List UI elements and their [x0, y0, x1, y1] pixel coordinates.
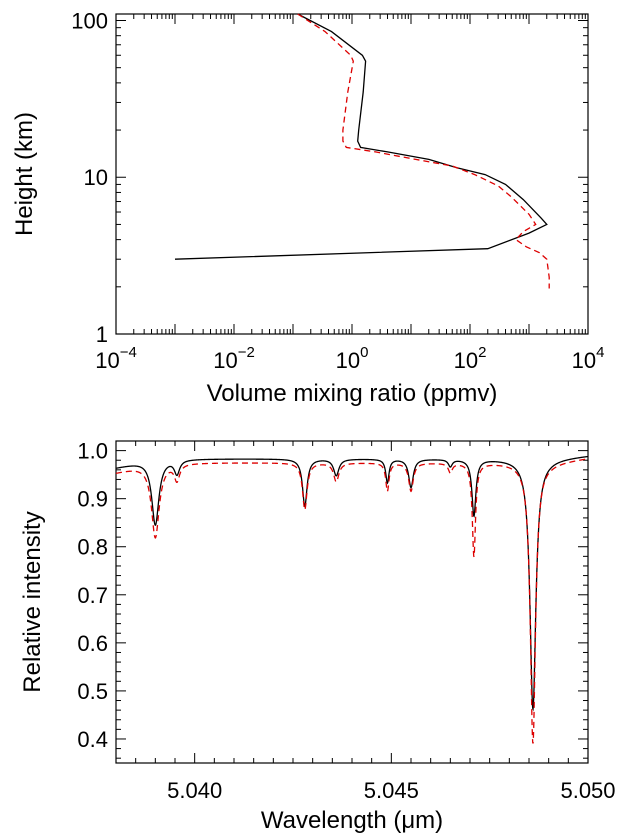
chart2-ticks: [115, 440, 589, 763]
x-tick-label-base: 10: [572, 348, 596, 373]
x-tick-label: 10−4: [95, 344, 137, 373]
y-tick-label: 0.8: [77, 535, 108, 560]
spectrum-chart: 5.040 5.045 5.050 0.4 0.5 0.6 0.7 0.8 0.9 1.0 Wa…: [19, 439, 616, 834]
x-tick-label: 102: [454, 344, 487, 373]
x-tick-label: 104: [572, 344, 605, 373]
x-tick-label-base: 10: [213, 348, 237, 373]
x-tick-label: 100: [336, 344, 369, 373]
chart2-x-axis-label: Wavelength (μm): [261, 807, 443, 834]
chart2-frame: [115, 440, 589, 764]
chart1-y-tick-labels: 1 10 100: [71, 8, 108, 347]
x-tick-label-exponent: 4: [596, 344, 604, 361]
chart1-y-axis-label: Height (km): [11, 112, 38, 236]
chart1-x-axis-label: Volume mixing ratio (ppmv): [207, 380, 498, 407]
y-tick-label: 0.4: [77, 727, 108, 752]
chart1-x-tick-labels: 10−4 10−2 100 102 104: [95, 344, 604, 373]
chart1-frame: [115, 13, 589, 335]
y-tick-label: 1.0: [77, 439, 108, 464]
x-tick-label-exponent: 0: [360, 344, 368, 361]
y-tick-label: 10: [84, 165, 108, 190]
chart2-y-tick-labels: 0.4 0.5 0.6 0.7 0.8 0.9 1.0: [77, 439, 108, 752]
x-tick-label-base: 10: [336, 348, 360, 373]
x-tick-label-exponent: −4: [120, 344, 137, 361]
y-tick-label: 0.6: [77, 631, 108, 656]
y-tick-label: 0.9: [77, 487, 108, 512]
x-tick-label-base: 10: [95, 348, 119, 373]
y-tick-label: 0.7: [77, 583, 108, 608]
y-tick-label: 0.5: [77, 679, 108, 704]
x-tick-label: 5.045: [364, 778, 419, 803]
profile-series-line-0: [174, 13, 548, 260]
x-tick-label: 5.050: [560, 778, 615, 803]
spectrum-series-line-1: [115, 458, 589, 744]
chart2-y-axis-label: Relative intensity: [19, 511, 46, 692]
chart2-x-tick-labels: 5.040 5.045 5.050: [167, 778, 615, 803]
spectrum-series-line-0: [115, 455, 589, 712]
profile-series-line-1: [297, 13, 550, 289]
x-tick-label-exponent: 2: [478, 344, 486, 361]
x-tick-label: 5.040: [167, 778, 222, 803]
x-tick-label-base: 10: [454, 348, 478, 373]
y-tick-label: 100: [71, 8, 108, 33]
x-tick-label-exponent: −2: [238, 344, 255, 361]
chart1-ticks: [115, 14, 588, 335]
x-tick-label: 10−2: [213, 344, 255, 373]
chart2-series: [115, 455, 589, 744]
chart1-series: [174, 13, 550, 289]
y-tick-label: 1: [96, 322, 108, 347]
